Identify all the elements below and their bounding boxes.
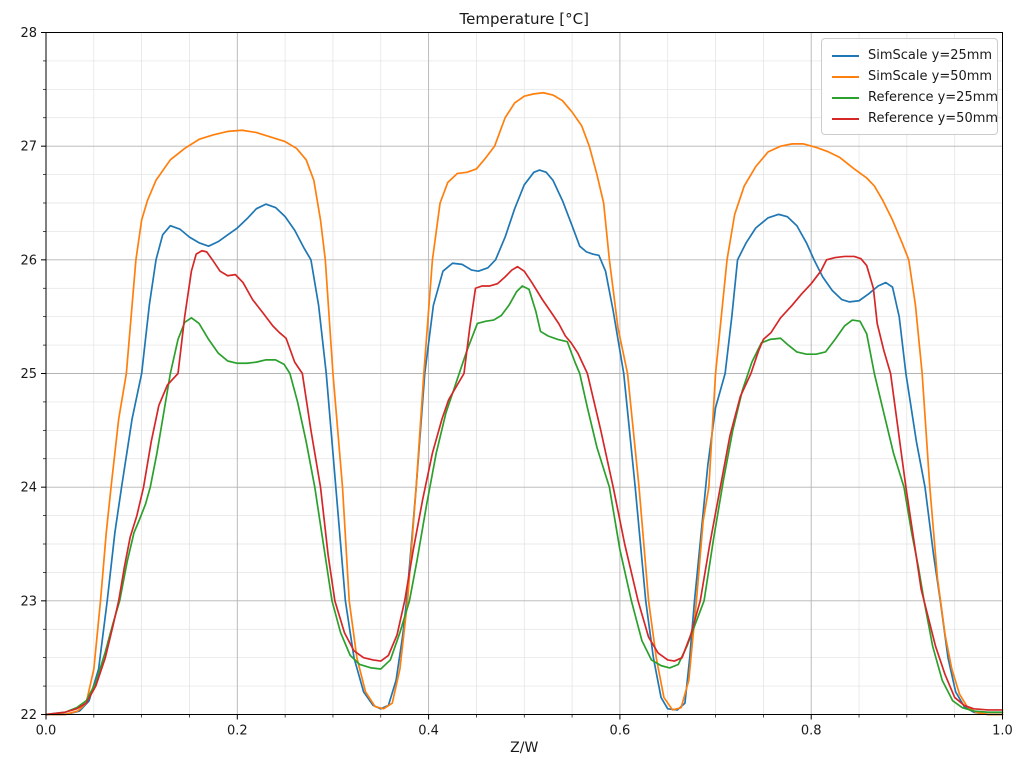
chart-title: Temperature [°C]	[459, 10, 589, 28]
y-tick-label: 23	[20, 594, 37, 609]
y-tick-label: 26	[20, 253, 37, 268]
x-tick-label: 0.2	[227, 724, 248, 739]
legend-item-simscale-y50mm: SimScale y=50mm	[832, 66, 992, 87]
series-line-2	[45, 285, 1004, 716]
legend-item-reference-y25mm: Reference y=25mm	[832, 87, 998, 108]
y-tick-label: 24	[20, 481, 37, 496]
legend-label: SimScale y=50mm	[868, 69, 993, 84]
x-tick-label: 0.8	[801, 724, 822, 739]
x-tick-label: 0.0	[36, 724, 57, 739]
y-tick-label: 27	[20, 140, 37, 155]
y-tick-label: 25	[20, 367, 37, 382]
legend-item-simscale-y25mm: SimScale y=25mm	[832, 45, 992, 66]
x-tick-label: 1.0	[992, 724, 1013, 739]
legend-item-reference-y50mm: Reference y=50mm	[832, 108, 998, 129]
legend-label: Reference y=50mm	[868, 111, 999, 126]
legend-label: SimScale y=25mm	[868, 48, 993, 63]
series-line-1	[45, 91, 1004, 716]
y-tick-label: 22	[20, 708, 37, 723]
x-tick-label: 0.6	[610, 724, 631, 739]
series-line-3	[45, 249, 1004, 716]
x-axis-label: Z/W	[510, 740, 538, 756]
legend: SimScale y=25mm SimScale y=50mm Referenc…	[821, 38, 998, 135]
legend-line-swatch	[832, 117, 859, 120]
legend-line-swatch	[832, 54, 859, 57]
legend-line-swatch	[832, 75, 859, 78]
legend-label: Reference y=25mm	[868, 90, 999, 105]
y-tick-label: 28	[20, 26, 37, 41]
x-tick-label: 0.4	[418, 724, 439, 739]
series-line-0	[45, 169, 1004, 716]
legend-line-swatch	[832, 96, 859, 99]
